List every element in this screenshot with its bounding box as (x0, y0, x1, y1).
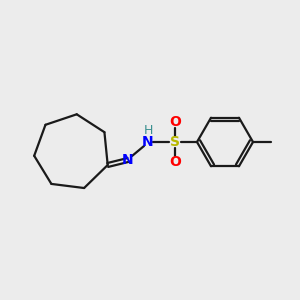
Text: O: O (169, 155, 181, 169)
Text: H: H (143, 124, 153, 136)
Text: S: S (170, 135, 180, 149)
Text: N: N (122, 153, 134, 167)
Text: O: O (169, 115, 181, 129)
Text: N: N (142, 135, 154, 149)
